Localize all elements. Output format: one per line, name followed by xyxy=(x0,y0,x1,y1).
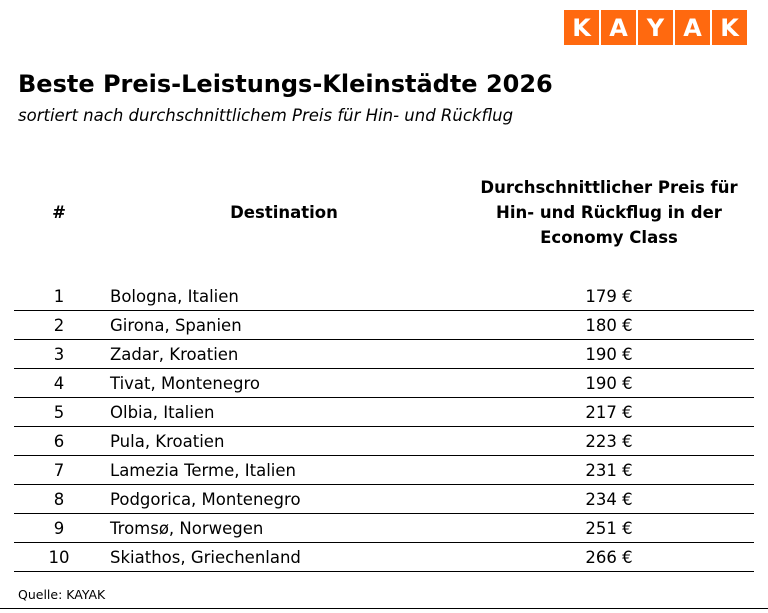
kayak-logo-letter: K xyxy=(572,13,591,42)
table-header: # Destination Durchschnittlicher Preis f… xyxy=(14,172,754,252)
price-header-line: Hin- und Rückflug in der xyxy=(496,202,722,222)
destination-cell: Girona, Spanien xyxy=(110,315,242,335)
price-cell: 231 € xyxy=(585,460,633,480)
kayak-logo-letter: Y xyxy=(646,13,665,42)
kayak-logo: K A Y A K xyxy=(564,10,747,45)
kayak-logo-letter: K xyxy=(720,13,739,42)
price-cell: 190 € xyxy=(585,373,633,393)
kayak-logo-tile: K xyxy=(712,10,747,45)
table-row: 8 Podgorica, Montenegro 234 € xyxy=(14,485,754,514)
destination-cell: Skiathos, Griechenland xyxy=(110,547,301,567)
table-row: 7 Lamezia Terme, Italien 231 € xyxy=(14,456,754,485)
destination-cell: Tivat, Montenegro xyxy=(110,373,260,393)
destination-cell: Bologna, Italien xyxy=(110,286,239,306)
price-cell: 190 € xyxy=(585,344,633,364)
kayak-logo-tile: K xyxy=(564,10,599,45)
price-cell: 179 € xyxy=(585,286,633,306)
price-cell: 223 € xyxy=(585,431,633,451)
rank-column-header: # xyxy=(52,202,66,222)
price-header-line: Durchschnittlicher Preis für xyxy=(480,177,738,197)
destination-cell: Podgorica, Montenegro xyxy=(110,489,301,509)
table-row: 2 Girona, Spanien 180 € xyxy=(14,311,754,340)
rank-cell: 8 xyxy=(53,489,65,509)
price-cell: 234 € xyxy=(585,489,633,509)
destination-cell: Tromsø, Norwegen xyxy=(110,518,264,538)
destination-cell: Lamezia Terme, Italien xyxy=(110,460,296,480)
table-row: 5 Olbia, Italien 217 € xyxy=(14,398,754,427)
table-row: 3 Zadar, Kroatien 190 € xyxy=(14,340,754,369)
destination-cell: Zadar, Kroatien xyxy=(110,344,239,364)
price-column-header: Durchschnittlicher Preis für Hin- und Rü… xyxy=(464,175,754,250)
page-subtitle: sortiert nach durchschnittlichem Preis f… xyxy=(18,106,514,125)
source-note: Quelle: KAYAK xyxy=(18,587,106,602)
rank-cell: 2 xyxy=(53,315,65,335)
kayak-logo-tile: A xyxy=(675,10,710,45)
price-cell: 251 € xyxy=(585,518,633,538)
price-cell: 266 € xyxy=(585,547,633,567)
destination-cell: Pula, Kroatien xyxy=(110,431,225,451)
kayak-logo-letter: A xyxy=(609,13,628,42)
price-header-line: Economy Class xyxy=(540,227,678,247)
rank-cell: 5 xyxy=(53,402,65,422)
table-body: 1 Bologna, Italien 179 € 2 Girona, Spani… xyxy=(14,282,754,572)
kayak-logo-tile: Y xyxy=(638,10,673,45)
table-row: 9 Tromsø, Norwegen 251 € xyxy=(14,514,754,543)
rank-cell: 9 xyxy=(53,518,65,538)
price-cell: 180 € xyxy=(585,315,633,335)
table-row: 6 Pula, Kroatien 223 € xyxy=(14,427,754,456)
table-row: 1 Bologna, Italien 179 € xyxy=(14,282,754,311)
rank-cell: 7 xyxy=(53,460,65,480)
kayak-logo-letter: A xyxy=(683,13,702,42)
page-title: Beste Preis-Leistungs-Kleinstädte 2026 xyxy=(18,70,553,98)
rank-cell: 10 xyxy=(48,547,70,567)
kayak-logo-tile: A xyxy=(601,10,636,45)
price-cell: 217 € xyxy=(585,402,633,422)
destination-cell: Olbia, Italien xyxy=(110,402,215,422)
rank-cell: 1 xyxy=(53,286,65,306)
bottom-divider xyxy=(0,608,768,609)
rank-cell: 4 xyxy=(53,373,65,393)
table-row: 10 Skiathos, Griechenland 266 € xyxy=(14,543,754,572)
destination-column-header: Destination xyxy=(230,202,338,222)
rank-cell: 6 xyxy=(53,431,65,451)
rank-cell: 3 xyxy=(53,344,65,364)
table-row: 4 Tivat, Montenegro 190 € xyxy=(14,369,754,398)
